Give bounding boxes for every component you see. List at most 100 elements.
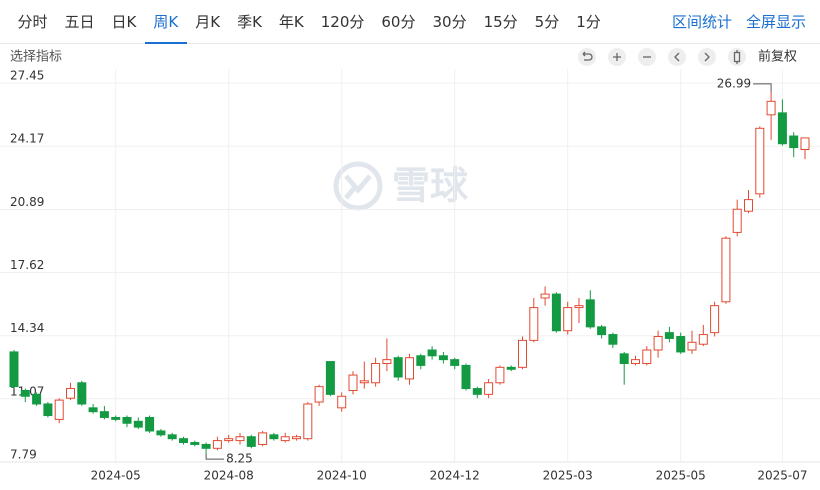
candle-body [314, 386, 324, 403]
candle-body [427, 349, 437, 357]
chart-tools [578, 48, 746, 66]
candle-body [721, 237, 731, 303]
x-tick-label: 2024-08 [204, 469, 254, 483]
candle-body [461, 364, 471, 390]
candle-body [484, 382, 494, 395]
candle-body [325, 361, 335, 395]
candle-body [32, 393, 42, 405]
candle-body [777, 112, 787, 145]
candle-body [608, 334, 618, 345]
period-tab[interactable]: 周K [144, 0, 187, 44]
candle-body [111, 416, 121, 420]
candle-body [495, 366, 505, 384]
min-label: 8.25 [226, 452, 253, 466]
adjust-select[interactable]: 前复权 [758, 49, 797, 65]
candle-body [698, 334, 708, 345]
toolbar: 分时 五日 日K 周K 月K 季K 年K 120分 60分 30分 15分 5分 1分 区间统计 全屏显示 [0, 0, 820, 44]
candle-body [551, 293, 561, 332]
watermark-text: 雪球 [392, 164, 469, 208]
period-tab[interactable]: 120分 [320, 12, 365, 31]
candle-body [563, 307, 573, 332]
candle-body [506, 366, 516, 370]
candle-body [438, 355, 448, 361]
candle-body [43, 403, 53, 417]
zoom-out-button[interactable] [638, 48, 656, 66]
min-marker [205, 453, 225, 460]
x-tick-label: 2024-12 [430, 469, 480, 483]
candle-body [755, 127, 765, 195]
candle-body [631, 359, 640, 364]
period-tab[interactable]: 15分 [483, 12, 518, 31]
candle-body [450, 359, 460, 366]
candle-body [416, 355, 426, 366]
candle-body [224, 438, 234, 442]
toolbar-action[interactable]: 区间统计 [671, 13, 732, 31]
candle-body [246, 436, 256, 447]
candle-body [122, 416, 132, 424]
candle-body [642, 349, 652, 364]
candle-body [9, 351, 19, 388]
candle-body [167, 434, 177, 440]
period-tab[interactable]: 30分 [432, 12, 467, 31]
x-tick-label: 2025-03 [543, 469, 593, 483]
candle-body [710, 305, 720, 334]
candle-body [201, 443, 211, 449]
candle-body [179, 438, 188, 444]
toolbar-actions: 区间统计 全屏显示 [672, 11, 820, 32]
period-tab[interactable]: 五日 [64, 12, 95, 31]
max-label: 26.99 [717, 76, 751, 90]
period-tab[interactable]: 日K [111, 12, 137, 31]
candle-body [348, 374, 358, 391]
candle-body [156, 430, 166, 436]
next-button[interactable] [698, 48, 716, 66]
candle-body [235, 436, 245, 442]
toolbar-action[interactable]: 全屏显示 [745, 13, 806, 31]
period-tab[interactable]: 季K [237, 12, 262, 31]
candle-body [54, 399, 64, 420]
prev-button[interactable] [668, 48, 686, 66]
x-tick-label: 2024-10 [317, 469, 367, 483]
candle-body [597, 326, 607, 336]
zoom-in-button[interactable] [608, 48, 626, 66]
period-tab[interactable]: 分时 [17, 12, 48, 31]
candle-body [66, 388, 75, 399]
candle-body [212, 440, 222, 449]
indicator-select[interactable]: 选择指标 [10, 50, 62, 65]
x-tick-label: 2025-05 [656, 469, 706, 483]
undo-button[interactable] [578, 48, 596, 66]
x-tick-label: 2024-05 [91, 469, 141, 483]
watermark: 雪球 [333, 161, 469, 211]
candle-body [190, 442, 200, 445]
candle-body [371, 362, 381, 384]
max-marker [753, 83, 772, 92]
y-tick-label: 14.34 [10, 321, 44, 335]
y-tick-label: 27.45 [10, 69, 44, 83]
candle-body [77, 382, 87, 405]
candle-body [20, 389, 30, 397]
candle-body [800, 137, 810, 151]
candle-body [280, 436, 290, 442]
candle-body [393, 357, 403, 378]
y-tick-label: 24.17 [10, 132, 44, 146]
candle-body [687, 341, 697, 351]
candle-body [529, 307, 539, 341]
watermark-logo [344, 174, 372, 200]
candle-body [789, 135, 799, 149]
y-tick-label: 17.62 [10, 258, 44, 272]
candle-body [303, 403, 313, 440]
candle-body [518, 339, 527, 368]
candle-body [766, 100, 776, 116]
period-tab[interactable]: 年K [278, 12, 304, 31]
period-tab[interactable]: 60分 [381, 12, 416, 31]
x-tick-label: 2025-07 [757, 469, 807, 483]
period-tab[interactable]: 5分 [534, 12, 560, 31]
candle-body [540, 293, 550, 299]
candle-body [337, 395, 347, 409]
candle-style-button[interactable] [728, 48, 746, 66]
candle-body [359, 380, 369, 384]
period-tab[interactable]: 月K [195, 12, 221, 31]
period-tab[interactable]: 1分 [576, 12, 601, 31]
candle-body [472, 388, 482, 395]
